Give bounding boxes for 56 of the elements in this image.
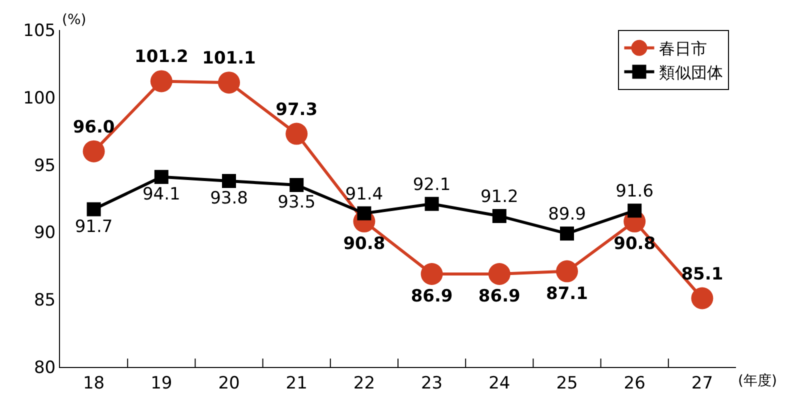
x-tick-label: 22 [353,373,376,394]
data-label: 91.2 [480,187,518,208]
point [420,262,443,285]
point [82,140,105,162]
data-label: 92.1 [412,174,451,195]
data-label: 97.3 [276,100,318,120]
x-tick-label: 21 [286,373,308,394]
point [628,204,642,218]
y-tick-label: 105 [23,20,56,41]
data-label: 91.6 [616,182,654,202]
y-tick-label: 100 [23,88,56,108]
x-axis-title: (年度) [738,373,777,389]
x-tick-label: 19 [150,373,172,394]
x-tick-label: 20 [218,373,240,394]
point [222,174,236,188]
data-label: 91.4 [345,184,384,204]
point [691,287,714,310]
point [86,202,101,216]
data-label: 93.5 [278,192,316,213]
point [556,260,578,282]
y-tick-label: 95 [34,156,56,176]
y-tick-label: 85 [34,290,56,311]
data-label: 96.0 [72,117,115,138]
point [492,209,506,224]
data-label: 101.2 [134,47,188,68]
point [424,196,439,211]
data-label: 101.1 [202,48,256,69]
x-tick-label: 26 [624,373,646,394]
point [218,72,240,94]
data-label: 90.8 [343,234,386,254]
y-axis-title: (%) [62,12,86,28]
point [150,70,172,92]
legend-label: 春日市 [659,39,708,58]
point [154,170,168,184]
point [290,178,304,192]
data-label: 91.7 [74,216,113,237]
y-tick-label: 90 [34,223,56,244]
data-label: 87.1 [546,284,588,304]
point [286,122,308,145]
data-label: 85.1 [681,264,724,284]
data-label: 86.9 [478,286,520,306]
data-label: 90.8 [614,234,656,254]
data-label: 94.1 [142,184,180,204]
x-tick-label: 23 [420,373,443,394]
y-tick-label: 80 [34,358,56,378]
legend-label: 類似団体 [659,62,724,82]
data-label: 86.9 [410,286,453,306]
point [560,226,574,241]
data-label: 93.8 [210,188,248,208]
x-tick-label: 27 [691,373,714,394]
x-tick-label: 24 [488,373,510,394]
x-tick-label: 25 [556,373,578,394]
data-label: 89.9 [548,204,586,225]
point [357,206,372,220]
x-tick-label: 18 [82,373,105,394]
point [488,262,510,285]
